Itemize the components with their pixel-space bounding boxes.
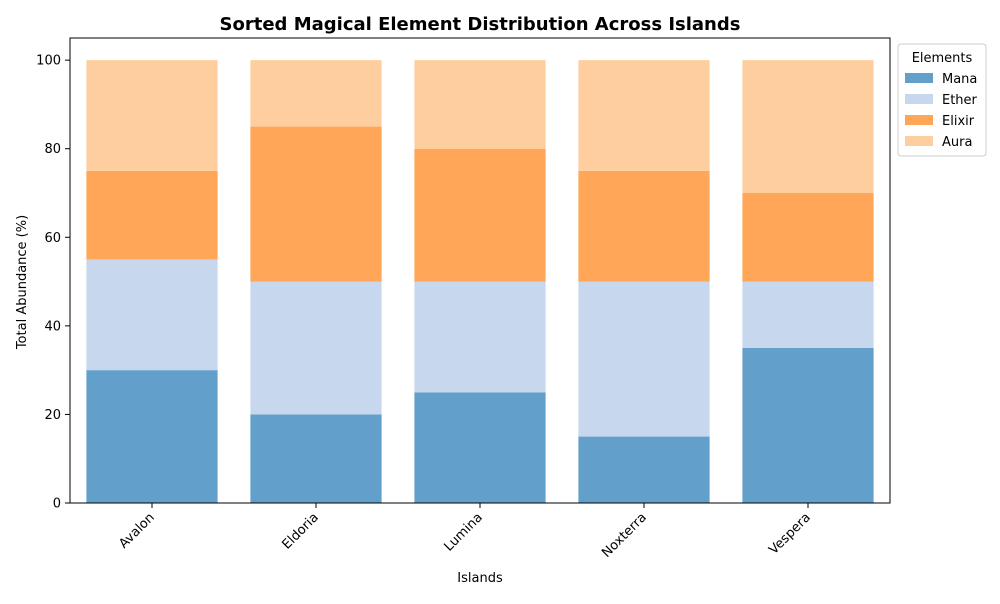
legend-swatch-ether [905, 94, 933, 104]
y-tick-label: 20 [44, 408, 61, 423]
bar-elixir-avalon [86, 170, 218, 260]
bar-mana-eldoria [250, 414, 382, 503]
bar-mana-lumina [414, 392, 546, 503]
y-axis-label: Total Abundance (%) [15, 215, 30, 350]
y-tick-label: 60 [44, 231, 61, 246]
x-axis-label: Islands [457, 571, 503, 586]
bar-ether-eldoria [250, 281, 382, 415]
y-tick-label: 80 [44, 142, 61, 157]
bar-aura-noxterra [578, 60, 710, 171]
legend-label-ether: Ether [942, 93, 978, 108]
legend-label-elixir: Elixir [942, 114, 975, 129]
bar-elixir-lumina [414, 148, 546, 282]
bar-ether-lumina [414, 281, 546, 393]
bar-mana-avalon [86, 370, 218, 503]
bar-aura-eldoria [250, 60, 382, 127]
bar-aura-vespera [742, 60, 874, 194]
bar-elixir-vespera [742, 193, 874, 282]
legend-swatch-elixir [905, 115, 933, 125]
y-tick-label: 100 [36, 54, 61, 69]
legend-title: Elements [912, 51, 973, 66]
bar-mana-noxterra [578, 436, 710, 503]
bars-layer [86, 60, 874, 503]
legend-label-aura: Aura [942, 135, 972, 150]
x-tick-label: Noxterra [599, 510, 650, 561]
legend-box [897, 43, 987, 157]
x-tick-label: Lumina [441, 510, 485, 554]
x-tick-label: Avalon [116, 510, 157, 551]
bar-elixir-eldoria [250, 126, 382, 282]
y-tick-label: 0 [53, 497, 61, 512]
bar-aura-avalon [86, 60, 218, 171]
x-tick-label: Vespera [766, 510, 814, 558]
bar-mana-vespera [742, 348, 874, 503]
legend-label-mana: Mana [942, 72, 977, 87]
y-tick-label: 40 [44, 319, 61, 334]
bar-ether-avalon [86, 259, 218, 371]
bar-aura-lumina [414, 60, 546, 149]
bar-ether-noxterra [578, 281, 710, 437]
legend: Elements Mana Ether Elixir Aura [897, 43, 987, 157]
legend-swatch-mana [905, 73, 933, 83]
bar-ether-vespera [742, 281, 874, 348]
x-tick-label: Eldoria [279, 510, 321, 552]
chart-title: Sorted Magical Element Distribution Acro… [220, 14, 741, 35]
bar-elixir-noxterra [578, 170, 710, 282]
legend-swatch-aura [905, 136, 933, 146]
